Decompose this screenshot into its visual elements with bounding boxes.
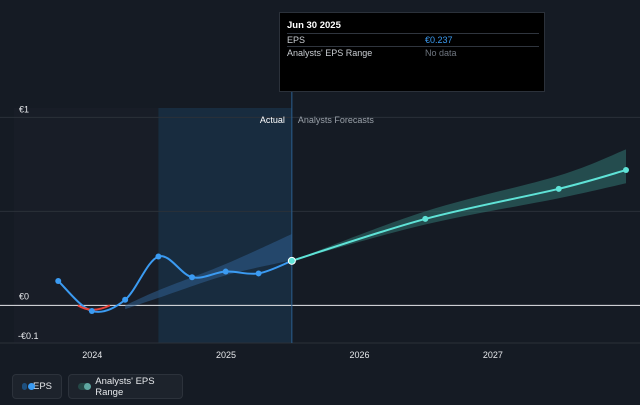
legend-eps-label: EPS: [32, 381, 52, 392]
legend-range-label: Analysts' EPS Range: [95, 375, 155, 398]
grid-lines: [0, 116, 640, 344]
eps-point: [122, 296, 129, 303]
eps-point: [189, 274, 196, 281]
forecast-point: [555, 185, 562, 192]
tooltip-range-label: Analysts' EPS Range: [287, 48, 373, 58]
legend-eps[interactable]: EPS: [12, 374, 62, 399]
y-tick-label: -€0.1: [18, 331, 39, 341]
forecast-line: [291, 169, 627, 262]
y-tick-label: €0: [19, 291, 29, 301]
eps-point: [287, 256, 296, 265]
eps-legend-icon: [22, 383, 35, 390]
range-legend-icon: [78, 383, 91, 390]
tooltip-row-range: Analysts' EPS Range No data: [287, 46, 539, 60]
legend-analysts-range[interactable]: Analysts' EPS Range: [68, 374, 183, 399]
eps-tooltip: Jun 30 2025 EPS €0.237 Analysts' EPS Ran…: [279, 12, 545, 92]
axis-labels: €1 €0 -€0.1 2024 2025 2026 2027 Actual Analysts …: [18, 104, 503, 360]
data-markers: [55, 167, 629, 315]
eps-point: [155, 253, 162, 260]
eps-point: [88, 308, 95, 315]
x-tick-label: 2024: [82, 350, 102, 360]
forecast-point: [623, 167, 629, 174]
past-range-band: [125, 233, 292, 310]
tooltip-eps-value: €0.237: [425, 35, 453, 45]
tooltip-range-value: No data: [425, 48, 457, 58]
x-tick-label: 2026: [349, 350, 369, 360]
eps-point: [55, 277, 62, 284]
region-label-forecast: Analysts Forecasts: [298, 115, 375, 125]
forecast-point: [422, 215, 429, 222]
x-tick-label: 2027: [483, 350, 503, 360]
highlight-region: [158, 108, 292, 343]
tooltip-eps-label: EPS: [287, 35, 306, 45]
tooltip-date: Jun 30 2025: [287, 20, 341, 31]
x-tick-label: 2025: [216, 350, 236, 360]
region-label-actual: Actual: [260, 115, 285, 125]
eps-point: [255, 270, 262, 277]
y-tick-label: €1: [19, 104, 29, 114]
eps-point: [222, 268, 229, 275]
tooltip-row-eps: EPS €0.237: [287, 33, 539, 47]
